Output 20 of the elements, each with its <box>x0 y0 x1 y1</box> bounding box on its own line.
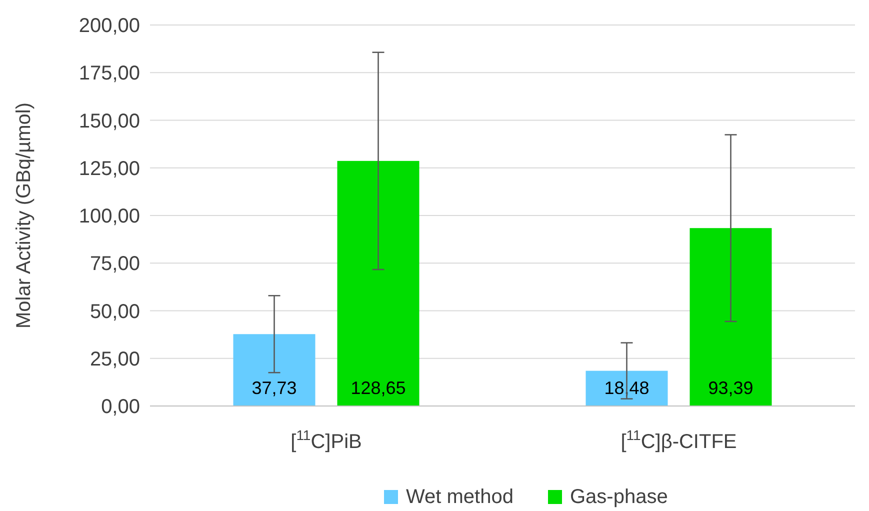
legend-label: Wet method <box>406 486 514 508</box>
legend-label: Gas-phase <box>570 486 668 508</box>
y-tick-label: 75,00 <box>90 253 140 276</box>
bar <box>337 160 420 406</box>
y-tick-label: 125,00 <box>78 158 140 180</box>
data-label: 37,73 <box>252 378 297 398</box>
x-tick-label: [$^{11}$C]β-CITFE <box>620 427 737 453</box>
y-axis-title: Molar Activity (GBq/µmol) <box>13 102 35 329</box>
data-label: 93,39 <box>708 378 754 398</box>
y-tick-label: 50,00 <box>90 300 140 323</box>
data-label: 128,65 <box>350 378 406 398</box>
bar <box>690 228 772 406</box>
y-tick-label: 175,00 <box>78 62 140 85</box>
y-tick-label: 100,00 <box>78 206 140 228</box>
y-tick-label: 25,00 <box>90 348 140 370</box>
x-tick-label: [$^{11}$C]PiB <box>290 427 362 453</box>
y-tick-label: 0,00 <box>101 396 140 418</box>
y-tick-label: 200,00 <box>78 15 140 37</box>
y-tick-label: 150,00 <box>78 110 140 132</box>
bar <box>233 334 316 406</box>
